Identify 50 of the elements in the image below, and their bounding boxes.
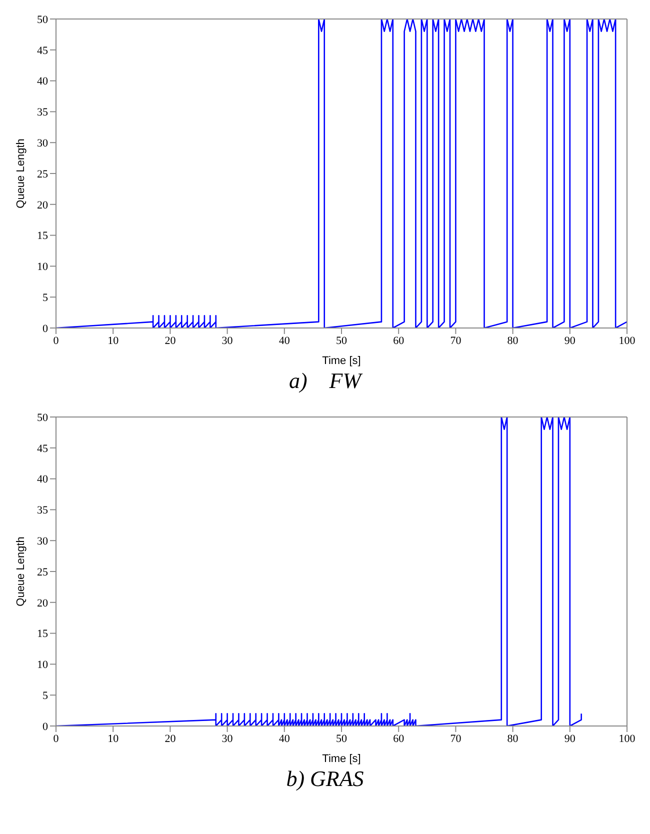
y-axis-title: Queue Length — [14, 138, 27, 208]
y-tick-label: 25 — [37, 168, 48, 180]
text: b) GRAS — [285, 766, 365, 792]
x-tick-label: 70 — [450, 334, 462, 347]
x-tick-label: 0 — [53, 334, 60, 347]
y-tick-label: 50 — [37, 14, 48, 26]
y-tick-label: 0 — [42, 720, 48, 733]
y-tick-label: 40 — [37, 76, 48, 88]
text: a) FW — [288, 368, 364, 394]
x-tick-label: 10 — [108, 334, 120, 347]
x-tick-label: 50 — [336, 732, 348, 745]
y-tick-label: 40 — [37, 474, 48, 486]
x-axis-title: Time [s] — [322, 753, 361, 765]
x-tick-label: 20 — [164, 732, 176, 745]
y-tick-label: 15 — [37, 628, 48, 640]
y-tick-label: 30 — [37, 138, 48, 150]
x-axis-title: Time [s] — [322, 355, 361, 367]
y-tick-label: 20 — [37, 199, 48, 212]
x-tick-label: 80 — [507, 732, 519, 745]
y-tick-label: 50 — [37, 412, 48, 424]
y-tick-label: 35 — [37, 504, 48, 517]
y-axis-title: Queue Length — [14, 536, 27, 606]
y-tick-label: 5 — [42, 292, 48, 304]
x-tick-label: 70 — [450, 732, 462, 745]
x-tick-label: 80 — [507, 334, 519, 347]
y-tick-label: 45 — [37, 442, 48, 455]
y-tick-label: 10 — [37, 261, 48, 274]
y-tick-label: 10 — [37, 659, 48, 672]
x-tick-label: 100 — [618, 334, 636, 347]
x-tick-label: 30 — [222, 732, 234, 745]
y-tick-label: 35 — [37, 106, 48, 119]
x-tick-label: 0 — [53, 732, 60, 745]
x-tick-label: 20 — [164, 334, 176, 347]
x-tick-label: 40 — [278, 732, 290, 745]
x-tick-label: 100 — [618, 732, 636, 745]
x-tick-label: 30 — [222, 334, 234, 347]
x-tick-label: 40 — [278, 334, 290, 347]
x-tick-label: 10 — [108, 732, 120, 745]
x-tick-label: 90 — [564, 334, 576, 347]
y-tick-label: 20 — [37, 597, 48, 610]
x-tick-label: 50 — [336, 334, 348, 347]
y-tick-label: 0 — [42, 322, 48, 335]
x-tick-label: 60 — [393, 732, 405, 745]
y-tick-label: 25 — [37, 566, 48, 578]
y-tick-label: 5 — [42, 690, 48, 702]
y-tick-label: 30 — [37, 536, 48, 548]
x-tick-label: 90 — [564, 732, 576, 745]
y-tick-label: 15 — [37, 230, 48, 242]
y-tick-label: 45 — [37, 44, 48, 57]
x-tick-label: 60 — [393, 334, 405, 347]
